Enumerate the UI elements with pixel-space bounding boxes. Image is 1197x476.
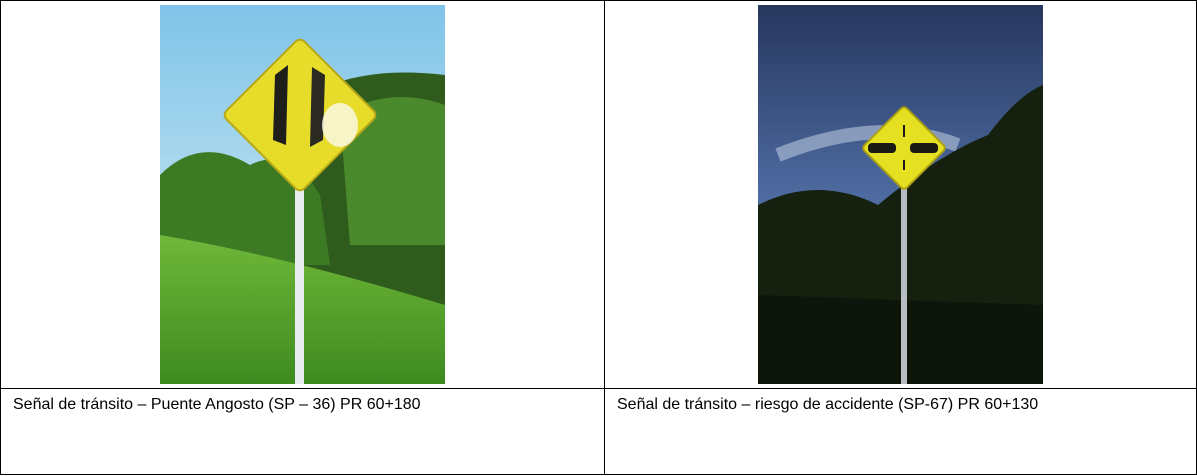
caption: Señal de tránsito – Puente Angosto (SP –…	[0, 388, 605, 475]
photo-narrow-bridge-sign	[160, 5, 445, 384]
caption: Señal de tránsito – riesgo de accidente …	[604, 388, 1197, 475]
photo-cell	[604, 0, 1197, 389]
photo-cell	[0, 0, 605, 389]
photo-accident-risk-sign	[758, 5, 1043, 384]
